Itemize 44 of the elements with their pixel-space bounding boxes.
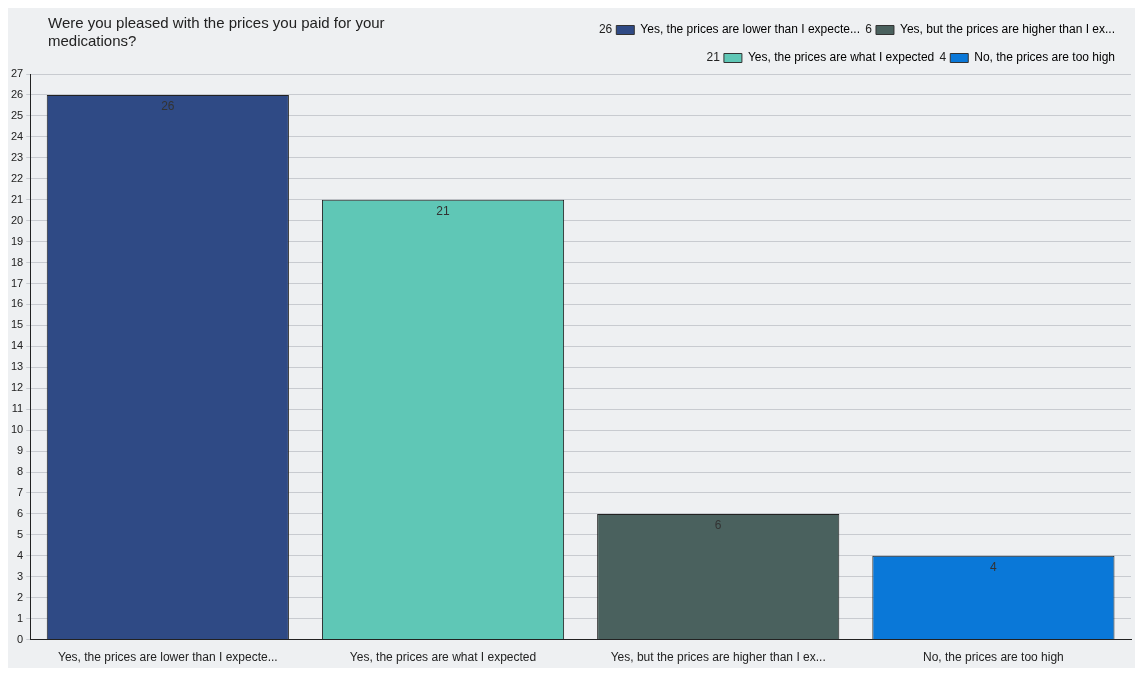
legend-label: Yes, but the prices are higher than I ex... <box>899 22 1116 37</box>
chart-title: Were you pleased with the prices you paid for your medications? <box>48 14 386 50</box>
y-tick-label: 13 <box>10 360 24 373</box>
y-tick-label: 20 <box>10 213 24 226</box>
y-tick-label: 6 <box>17 506 24 519</box>
y-tick-label: 5 <box>17 527 24 540</box>
y-tick-label: 8 <box>17 465 24 478</box>
text: 4 <box>939 50 947 65</box>
data-label: 4 <box>990 560 998 575</box>
y-tick-label: 23 <box>10 150 24 163</box>
y-tick-label: 0 <box>17 632 24 645</box>
y-tick-label: 22 <box>10 171 24 184</box>
y-tick-label: 18 <box>10 255 24 268</box>
y-tick-label: 14 <box>10 339 24 352</box>
y-tick-label: 25 <box>10 108 24 121</box>
y-tick-label: 24 <box>10 129 24 142</box>
text: 21 <box>706 50 721 65</box>
y-tick-label: 27 <box>10 67 24 80</box>
y-tick-label: 15 <box>10 318 24 331</box>
text: 26 <box>598 22 613 37</box>
y-tick-label: 12 <box>10 381 24 394</box>
text: 6 <box>865 22 873 37</box>
data-label: 26 <box>161 99 175 114</box>
x-tick-label: Yes, but the prices are higher than I ex... <box>610 650 826 665</box>
y-tick-label: 4 <box>17 548 24 561</box>
y-tick-label: 21 <box>10 192 24 205</box>
x-tick-label: No, the prices are too high <box>923 650 1064 665</box>
legend-label: Yes, the prices are lower than I expecte... <box>640 22 860 37</box>
data-label: 21 <box>436 204 451 218</box>
x-tick-label: Yes, the prices are lower than I expecte... <box>57 650 278 665</box>
y-tick-label: 11 <box>11 402 24 415</box>
legend-label: No, the prices are too high <box>974 50 1115 65</box>
y-tick-label: 9 <box>17 444 24 457</box>
y-tick-label: 17 <box>10 276 24 289</box>
y-tick-label: 7 <box>17 485 24 498</box>
y-tick-label: 26 <box>10 87 24 100</box>
legend-label: Yes, the prices are what I expected <box>747 50 935 65</box>
y-tick-label: 3 <box>17 569 24 582</box>
y-tick-label: 10 <box>10 423 24 436</box>
y-tick-label: 16 <box>10 297 24 310</box>
y-tick-label: 2 <box>17 590 24 603</box>
y-tick-label: 1 <box>17 611 24 624</box>
x-tick-label: Yes, the prices are what I expected <box>349 650 537 665</box>
y-tick-label: 19 <box>10 234 24 247</box>
